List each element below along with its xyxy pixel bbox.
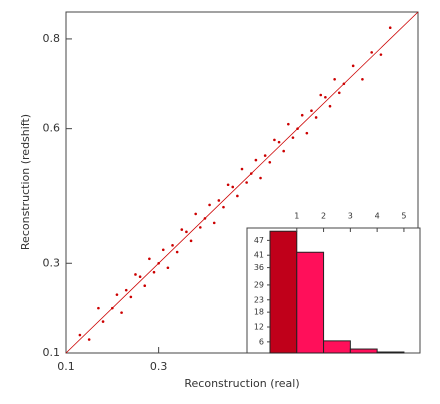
y-tick-label: 0.8 (43, 32, 61, 45)
point (388, 26, 392, 30)
point (314, 116, 318, 119)
point (101, 320, 105, 323)
x-axis-label: Reconstruction (real) (184, 377, 299, 390)
point (203, 217, 207, 220)
point (328, 104, 332, 108)
point (231, 185, 235, 189)
x-tick-label: 4 (375, 212, 380, 221)
point (254, 158, 258, 162)
point (148, 257, 151, 261)
y-tick-label: 29 (254, 280, 264, 289)
bar (349, 348, 378, 354)
bar (376, 351, 405, 354)
x-tick-label: 1 (294, 212, 299, 221)
point (333, 78, 336, 81)
x-tick-label: 5 (401, 212, 406, 221)
point (161, 248, 165, 252)
point (282, 149, 285, 153)
bar (323, 340, 351, 354)
point (226, 183, 230, 187)
y-axis-label: Reconstruction (redshift) (19, 114, 32, 250)
point (199, 226, 202, 229)
point (189, 239, 193, 243)
point (152, 270, 156, 274)
y-tick-label: 0.3 (43, 256, 61, 269)
x-tick-label: 3 (348, 212, 353, 221)
point (180, 228, 184, 231)
point (222, 205, 225, 209)
point (337, 91, 341, 95)
x-tick-label: 0.1 (57, 360, 75, 373)
point (259, 176, 262, 180)
point (143, 284, 147, 287)
point (171, 244, 174, 247)
point (194, 212, 197, 216)
point (268, 161, 272, 164)
y-tick-label: 18 (254, 308, 264, 317)
point (310, 109, 313, 113)
point (129, 295, 133, 299)
point (208, 203, 211, 207)
y-tick-label: 0.1 (43, 346, 61, 359)
point (351, 64, 355, 68)
point (291, 136, 295, 139)
x-tick-label: 0.3 (150, 360, 168, 373)
point (134, 273, 137, 276)
point (157, 261, 160, 265)
point (245, 181, 248, 184)
point (120, 311, 123, 314)
point (138, 275, 142, 279)
point (212, 221, 216, 225)
point (115, 293, 119, 296)
x-tick-label: 2 (321, 212, 326, 221)
point (370, 51, 373, 54)
point (78, 333, 82, 337)
point (97, 306, 100, 310)
point (111, 306, 114, 310)
reference-line (65, 11, 419, 354)
y-tick-label: 36 (254, 263, 264, 272)
point (287, 122, 290, 126)
point (273, 138, 276, 142)
y-tick-label: 47 (254, 236, 264, 245)
y-tick-label: 0.6 (43, 122, 61, 135)
point (236, 194, 239, 198)
point (277, 140, 281, 144)
point (124, 288, 128, 292)
point (185, 230, 188, 234)
point (175, 250, 179, 254)
point (296, 127, 299, 130)
point (379, 53, 383, 56)
point (319, 93, 323, 97)
point (240, 167, 244, 171)
point (263, 154, 267, 157)
y-tick-label: 23 (254, 295, 264, 304)
y-tick-label: 6 (259, 337, 264, 346)
plot-frame (65, 11, 419, 354)
point (305, 131, 309, 135)
bar (296, 251, 325, 354)
point (300, 113, 304, 117)
point (217, 199, 221, 202)
bar (269, 230, 298, 354)
point (342, 82, 346, 86)
point (361, 78, 364, 81)
point (249, 172, 253, 175)
point (166, 266, 170, 270)
point (87, 338, 91, 341)
point (324, 95, 327, 99)
y-tick-label: 12 (254, 323, 264, 332)
y-tick-label: 41 (254, 251, 264, 260)
